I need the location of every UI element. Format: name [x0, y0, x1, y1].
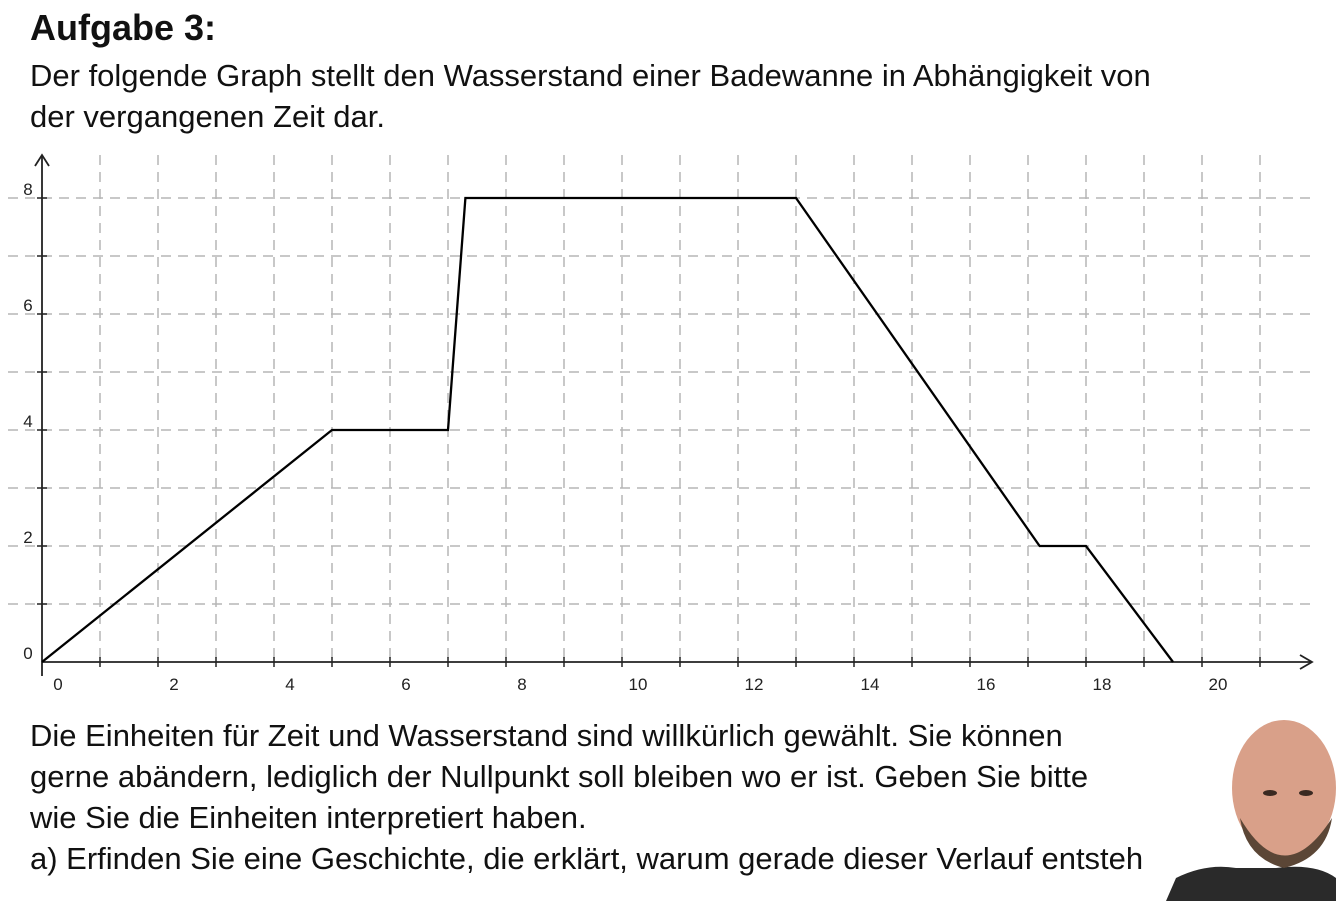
x-axis-arrow [1299, 654, 1314, 670]
body-line-1: Die Einheiten für Zeit und Wasserstand s… [30, 718, 1063, 753]
presenter-webcam [1166, 718, 1336, 901]
x-tick-label: 0 [53, 675, 62, 694]
chart-ticks: 0 2 4 6 8 10 12 14 16 18 20 0 2 4 6 8 [23, 180, 1261, 694]
intro-line-2: der vergangenen Zeit dar. [30, 99, 386, 134]
x-tick-label: 6 [401, 675, 410, 694]
task-intro: Der folgende Graph stellt den Wasserstan… [30, 55, 1300, 137]
y-tick-label: 8 [23, 180, 32, 199]
x-tick-label: 14 [861, 675, 880, 694]
question-a: a) Erfinden Sie eine Geschichte, die erk… [30, 841, 1144, 876]
body-line-3: wie Sie die Einheiten interpretiert habe… [30, 800, 587, 835]
body-line-2: gerne abändern, lediglich der Nullpunkt … [30, 759, 1089, 794]
y-axis-arrow [34, 153, 50, 167]
task-title: Aufgabe 3: [30, 7, 217, 48]
y-tick-label: 0 [23, 644, 32, 663]
y-tick-label: 4 [23, 412, 32, 431]
x-tick-label: 2 [169, 675, 178, 694]
x-tick-label: 12 [745, 675, 764, 694]
x-tick-label: 4 [285, 675, 294, 694]
presenter-webcam-icon [1166, 720, 1336, 901]
y-tick-label: 6 [23, 296, 32, 315]
x-tick-label: 16 [977, 675, 996, 694]
intro-line-1: Der folgende Graph stellt den Wasserstan… [30, 58, 1151, 93]
x-tick-label: 10 [629, 675, 648, 694]
x-tick-label: 18 [1093, 675, 1112, 694]
water-level-chart: 0 2 4 6 8 10 12 14 16 18 20 0 2 4 6 8 [8, 153, 1314, 694]
chart-axes [34, 153, 1314, 676]
task-description: Die Einheiten für Zeit und Wasserstand s… [30, 715, 1256, 838]
water-level-line [41, 196, 1174, 663]
y-tick-label: 2 [23, 528, 32, 547]
chart-series [41, 196, 1174, 663]
x-tick-label: 20 [1209, 675, 1228, 694]
x-tick-label: 8 [517, 675, 526, 694]
